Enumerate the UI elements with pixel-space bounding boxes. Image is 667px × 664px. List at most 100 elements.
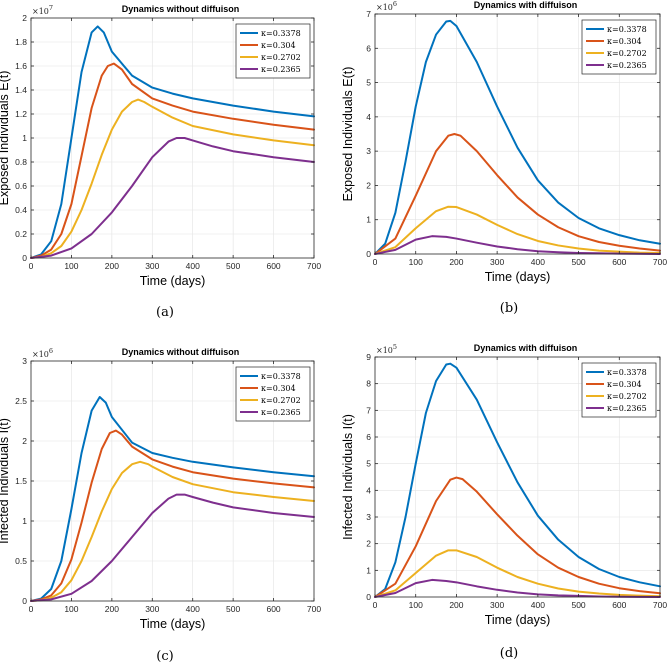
legend-entry-label: κ=0.2702: [607, 392, 647, 401]
series-line-a-0: [30, 25, 315, 259]
x-tick-label: 300: [145, 261, 159, 271]
y-axis-title-b: Exposed Individuals E(t): [341, 67, 355, 202]
panel-a: (a) 0 100 200 300 400 500 600 700 0 0.2 0.4 0.6 0.8 1…: [0, 4, 321, 320]
x-tick-label: 500: [571, 600, 585, 610]
series-line-c-1: [30, 429, 315, 602]
x-tick-label: 400: [186, 261, 200, 271]
legend-entry-label: κ=0.3378: [607, 368, 647, 377]
x-tick-label: 200: [449, 600, 463, 610]
y-tick-label: 5: [366, 78, 371, 88]
y-tick-label: 1.5: [15, 476, 27, 486]
y-tick-label: 0.8: [15, 157, 27, 167]
panel-a-caption: (a): [156, 305, 174, 320]
y-tick-label: 9: [366, 352, 371, 362]
y-tick-label: 5: [366, 459, 371, 469]
x-tick-label: 600: [612, 600, 626, 610]
y-tick-label: 0: [22, 596, 27, 606]
exponent-power: 6: [393, 0, 397, 8]
y-tick-label: 0.2: [15, 229, 27, 239]
legend-entry-label: κ=0.3378: [607, 25, 647, 34]
y-tick-label: 2: [366, 180, 371, 190]
panel-c: (c) 0 100 200 300 400 500 600 700 0 0.5 1 1.5 2 2.5 3 ×…: [0, 347, 321, 664]
y-axis-title-d: Infected Individuals I(t): [341, 414, 355, 540]
y-exponent-label-d: ×105: [376, 343, 397, 355]
exponent-power: 7: [49, 4, 53, 12]
y-tick-label: 1.4: [15, 85, 27, 95]
series-line-a-3: [30, 137, 315, 259]
x-tick-label: 500: [226, 604, 240, 614]
x-tick-label: 300: [490, 257, 504, 267]
y-tick-label: 6: [366, 43, 371, 53]
x-axis-title-d: Time (days): [485, 613, 551, 627]
series-line-c-3: [30, 493, 315, 602]
y-axis-title-a: Exposed Individuals E(t): [0, 71, 11, 206]
y-tick-label: 0: [366, 249, 371, 259]
series-line-b-0: [374, 19, 661, 255]
legend-entry-label: κ=0.3378: [261, 372, 301, 381]
y-tick-label: 0: [22, 253, 27, 263]
x-tick-label: 400: [186, 604, 200, 614]
panel-b-caption: (b): [500, 301, 518, 316]
legend-entry-label: κ=0.304: [607, 37, 642, 46]
y-tick-label: 1: [366, 565, 371, 575]
y-tick-label: 4: [366, 485, 371, 495]
x-axis-title-b: Time (days): [485, 270, 551, 284]
exponent-power: 5: [393, 343, 397, 351]
y-tick-label: 7: [366, 9, 371, 19]
y-tick-label: 2.5: [15, 396, 27, 406]
series-line-a-2: [30, 98, 315, 259]
legend-entry-label: κ=0.2365: [607, 61, 647, 70]
y-tick-label: 0.6: [15, 181, 27, 191]
series-line-b-3: [374, 235, 661, 255]
x-tick-label: 0: [373, 600, 378, 610]
series-line-b-2: [374, 205, 661, 255]
y-tick-label: 6: [366, 432, 371, 442]
series-line-d-0: [374, 362, 661, 598]
x-tick-label: 300: [490, 600, 504, 610]
series-line-b-1: [374, 133, 661, 255]
chart-title-a: Dynamics without diffuison: [122, 4, 240, 14]
y-tick-label: 2: [366, 539, 371, 549]
y-exponent-label-c: ×106: [32, 347, 53, 359]
x-tick-label: 300: [145, 604, 159, 614]
series-line-c-2: [30, 460, 315, 602]
y-tick-label: 1: [366, 215, 371, 225]
panel-d-caption: (d): [500, 646, 518, 661]
x-tick-label: 0: [29, 261, 34, 271]
x-tick-label: 100: [409, 257, 423, 267]
x-tick-label: 0: [29, 604, 34, 614]
x-tick-label: 500: [226, 261, 240, 271]
exponent-power: 6: [49, 347, 53, 355]
legend-entry-label: κ=0.2365: [607, 404, 647, 413]
y-tick-label: 3: [22, 356, 27, 366]
y-tick-label: 1.2: [15, 109, 27, 119]
legend-entry-label: κ=0.2365: [261, 65, 301, 74]
exponent-base: ×10: [376, 346, 393, 355]
y-tick-label: 8: [366, 379, 371, 389]
panel-d: (d) 0 100 200 300 400 500 600 7000123456789×105…: [341, 343, 667, 661]
x-tick-label: 700: [653, 257, 667, 267]
x-tick-label: 600: [612, 257, 626, 267]
legend-entry-label: κ=0.304: [261, 41, 296, 50]
chart-title-b: Dynamics with diffuison: [474, 0, 578, 10]
exponent-base: ×10: [376, 3, 393, 12]
y-tick-label: 7: [366, 405, 371, 415]
y-tick-label: 3: [366, 146, 371, 156]
y-tick-label: 4: [366, 112, 371, 122]
x-tick-label: 700: [307, 604, 321, 614]
legend-entry-label: κ=0.2702: [261, 396, 301, 405]
y-tick-label: 0.5: [15, 556, 27, 566]
y-tick-label: 1: [22, 133, 27, 143]
legend-entry-label: κ=0.2365: [261, 408, 301, 417]
y-tick-label: 1.6: [15, 61, 27, 71]
y-tick-label: 1: [22, 516, 27, 526]
axes-frame-d: [374, 356, 661, 598]
x-tick-label: 400: [531, 600, 545, 610]
x-tick-label: 200: [449, 257, 463, 267]
exponent-base: ×10: [32, 7, 49, 16]
chart-title-d: Dynamics with diffuison: [474, 343, 578, 353]
series-line-d-3: [374, 578, 661, 598]
series-line-a-1: [30, 62, 315, 259]
